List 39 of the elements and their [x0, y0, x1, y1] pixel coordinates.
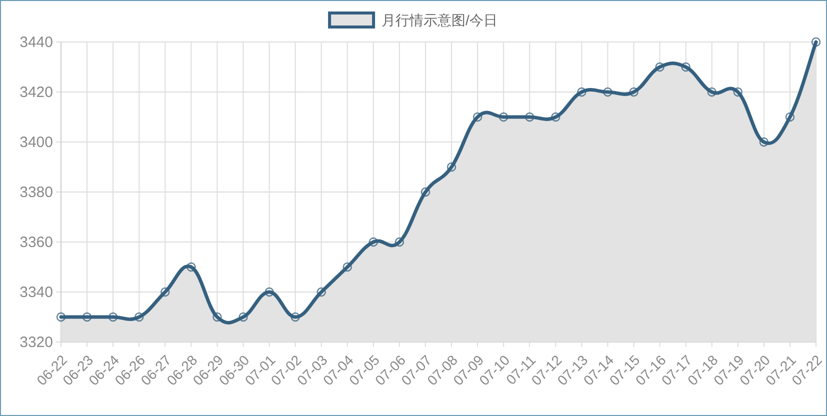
point [394, 237, 404, 247]
y-tick-label: 3440 [20, 34, 53, 51]
point [290, 312, 300, 322]
point [759, 137, 769, 147]
point [238, 312, 248, 322]
point [160, 287, 170, 297]
point [342, 262, 352, 272]
point [551, 112, 560, 122]
y-tick-label: 3400 [20, 134, 53, 151]
point [681, 62, 690, 72]
point [108, 312, 118, 322]
point [134, 312, 144, 322]
point [316, 287, 326, 297]
y-tick-label: 3380 [20, 184, 53, 201]
point [446, 162, 456, 172]
legend: 月行情示意图/今日 [328, 12, 498, 28]
point [368, 237, 378, 247]
point [577, 87, 586, 97]
point [264, 287, 274, 297]
point [629, 87, 638, 97]
y-tick-label: 3420 [20, 84, 53, 101]
point [733, 87, 742, 97]
point [472, 112, 482, 122]
y-tick-label: 3340 [20, 284, 53, 301]
y-tick-label: 3320 [20, 334, 53, 351]
point [603, 87, 612, 97]
point [498, 112, 508, 122]
point [212, 312, 222, 322]
point [811, 37, 821, 47]
point [186, 262, 196, 272]
point [56, 312, 66, 322]
point [785, 112, 795, 122]
y-tick-label: 3360 [20, 234, 53, 251]
legend-label: 月行情示意图/今日 [382, 12, 498, 28]
point [525, 112, 534, 122]
point [707, 87, 716, 97]
point [655, 62, 664, 72]
point [420, 187, 430, 197]
point [82, 312, 92, 322]
